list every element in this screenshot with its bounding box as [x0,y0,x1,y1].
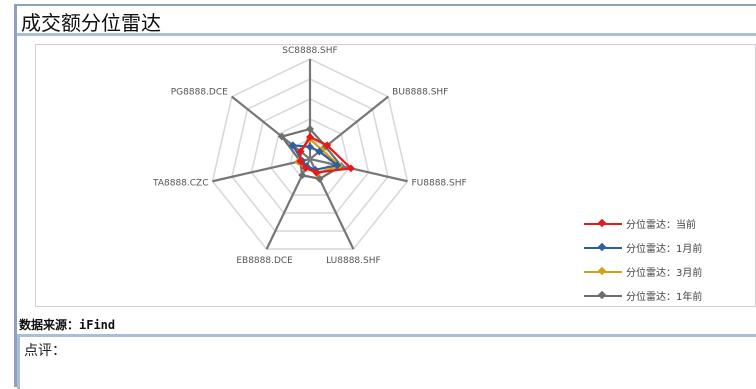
grid-ring [250,98,370,214]
series-line [280,127,343,180]
axis-label: FU8888.SHF [411,178,466,188]
axis-spoke [265,158,311,250]
title-bar: 成交额分位雷达 [17,6,756,36]
axis-spoke [231,95,311,160]
legend-label: 分位雷达：1年前 [626,292,703,303]
legend-item: 分位雷达：当前 [584,213,744,237]
axis-label: EB8888.DCE [236,256,293,266]
legend-label: 分位雷达：1月前 [626,244,703,255]
legend-label: 分位雷达：3月前 [626,268,703,279]
legend-marker [597,266,607,276]
axis-label: TA8888.CZC [152,178,208,188]
grid-ring [231,78,389,232]
axis-label: BU8888.SHF [392,88,448,98]
axis-spoke [212,157,311,183]
axis-spoke [309,157,408,183]
series-line [291,144,339,171]
radar-chart-container: SC8888.SHF BU8888.SHF FU8888.SHF LU8888.SHF… [35,44,756,307]
legend-item: 分位雷达：3月前 [584,261,744,285]
legend-item: 分位雷达：1月前 [584,237,744,261]
source-bar: 数据来源：iFind [17,315,756,337]
legend-label: 分位雷达：当前 [626,220,696,231]
radar-chart: SC8888.SHF BU8888.SHF FU8888.SHF LU8888.SHF… [152,46,467,266]
data-point [315,174,324,183]
axis-label: LU8888.SHF [326,256,381,266]
legend-marker [597,242,607,252]
data-point [277,132,286,141]
data-point [298,171,307,180]
report-panel: 成交额分位雷达 SC8888.SHF BU8888.SHF FU8888.SHF LU… [14,4,756,389]
axis-label: SC8888.SHF [282,46,337,56]
grid-ring [270,118,350,196]
legend-marker [597,290,607,300]
legend-item: 分位雷达：1年前 [584,285,744,309]
data-point [312,168,321,177]
legend-marker [597,218,607,228]
chart-legend: 分位雷达：当前 分位雷达：1月前 分位雷达：3月前 分位雷达：1年前 [584,213,744,309]
page-title: 成交额分位雷达 [21,11,161,35]
axis-label: PG8888.DCE [171,88,228,98]
grid-ring [211,58,409,250]
data-point [288,141,297,150]
comment-box: 点评： [17,337,756,389]
data-source-label: 数据来源：iFind [19,318,116,332]
comment-label: 点评： [24,343,66,359]
